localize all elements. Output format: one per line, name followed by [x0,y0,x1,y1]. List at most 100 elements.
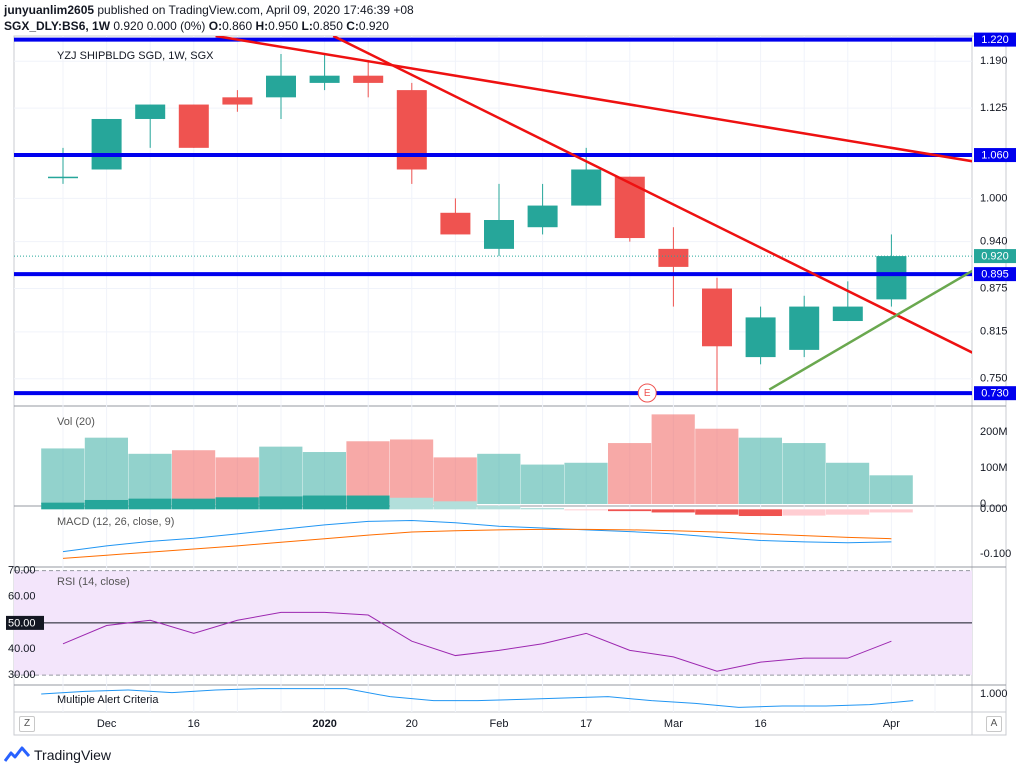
time-axis-label: 17 [580,718,592,730]
last-price-tag: 0.920 [981,250,1009,262]
high-label: H: [252,19,269,33]
rsi-tick-label: 30.00 [8,669,36,681]
volume-bar [215,457,259,504]
candle-up [832,306,863,322]
tradingview-footer[interactable]: TradingView [4,744,111,766]
candle-up [876,256,907,300]
rsi-mid-tag-bg [6,615,44,630]
time-axis-label: 16 [754,718,766,730]
volume-bar [564,462,608,504]
macd-histogram-bar [346,495,390,510]
candle-down [222,97,253,105]
symbol-label: SGX_DLY:BS6, 1W [4,19,111,33]
volume-bar [433,457,477,504]
level-price-tag: 0.730 [981,388,1009,400]
macd-histogram-bar [390,497,434,510]
price-tick-label: 1.125 [980,102,1008,114]
time-axis-label: 20 [406,718,418,730]
price-tick-label: 0.815 [980,326,1008,338]
candle-up [266,75,296,98]
level-price-tag-bg [974,267,1016,282]
close-value: 0.920 [358,19,389,33]
macd-signal-line [62,528,892,559]
candle-down [353,75,384,83]
macd-histogram-bar [84,499,128,510]
volume-tick-label: 200M [980,426,1008,438]
auto-scale-button[interactable]: A [986,716,1002,732]
time-axis-label: Mar [664,718,683,730]
macd-histogram-bar [41,502,85,510]
candle-up [527,205,558,228]
volume-bar [869,475,913,504]
close-label: C: [342,19,359,33]
macd-histogram-bar [869,509,913,513]
chart-frame [13,35,1007,736]
level-price-tag: 1.220 [981,34,1009,46]
volume-tick-label: 0 [980,498,986,510]
candle-up [309,75,340,83]
volume-bar [826,462,870,504]
price-tick-label: 0.750 [980,373,1008,385]
macd-histogram-bar [651,509,695,513]
rsi-line [62,611,892,672]
candle-up [484,220,514,249]
macd-tick-label: 0.000 [980,503,1008,515]
time-axis-label: Feb [490,718,509,730]
price-tick-label: 1.190 [980,55,1008,67]
volume-bar [651,414,695,504]
red-trendline [215,36,972,163]
candle-up [571,169,602,206]
macd-line [62,519,892,553]
quote-main: 0.920 0.000 (0%) [110,19,209,33]
rsi-tick-label: 70.00 [8,565,36,577]
time-axis-label: 16 [188,718,200,730]
alert-criteria-line [41,688,914,708]
macd-histogram-bar [826,509,870,515]
macd-histogram-bar [695,509,739,515]
published-text: published on TradingView.com, April 09, … [94,3,414,17]
macd-histogram-bar [564,509,608,511]
alert-pane-title: Multiple Alert Criteria [57,694,159,706]
volume-bar [128,453,172,504]
low-label: L: [298,19,313,33]
level-price-tag-bg [974,148,1016,163]
earnings-marker [637,383,657,403]
open-value: 0.860 [222,19,253,33]
candle-up [91,118,122,170]
quote-line: SGX_DLY:BS6, 1W 0.920 0.000 (0%) O:0.860… [4,19,389,33]
zoom-reset-button[interactable]: Z [19,716,35,732]
macd-histogram-bar [128,498,172,510]
price-tick-label: 0.875 [980,282,1008,294]
macd-histogram-bar [608,509,652,512]
volume-bar [782,443,826,504]
candle-up [48,176,78,179]
author-name[interactable]: junyuanlim2605 [4,3,95,17]
rsi-mid-tag: 50.00 [8,617,36,629]
volume-bar [608,443,652,504]
macd-histogram-bar [738,509,782,517]
volume-bar [695,428,739,504]
tradingview-logo-icon [4,746,30,762]
macd-histogram-bar [215,497,259,510]
candle-down [178,104,209,148]
volume-bar [520,464,564,504]
low-value: 0.850 [312,19,343,33]
macd-histogram-bar [172,498,216,510]
macd-histogram-bar [259,496,303,510]
macd-histogram-bar [433,501,477,510]
candle-down [658,248,689,267]
volume-bar [259,446,303,504]
candle-down [440,212,471,235]
candle-up [135,104,166,119]
rsi-tick-label: 60.00 [8,591,36,603]
macd-histogram-bar [782,509,826,516]
candle-up [745,317,776,358]
volume-bar [477,453,521,504]
volume-tick-label: 100M [980,462,1008,474]
candle-down [396,90,427,170]
price-tick-label: 0.940 [980,236,1008,248]
macd-histogram-bar [477,505,521,510]
level-price-tag: 0.895 [981,269,1009,281]
volume-bar [84,437,128,504]
